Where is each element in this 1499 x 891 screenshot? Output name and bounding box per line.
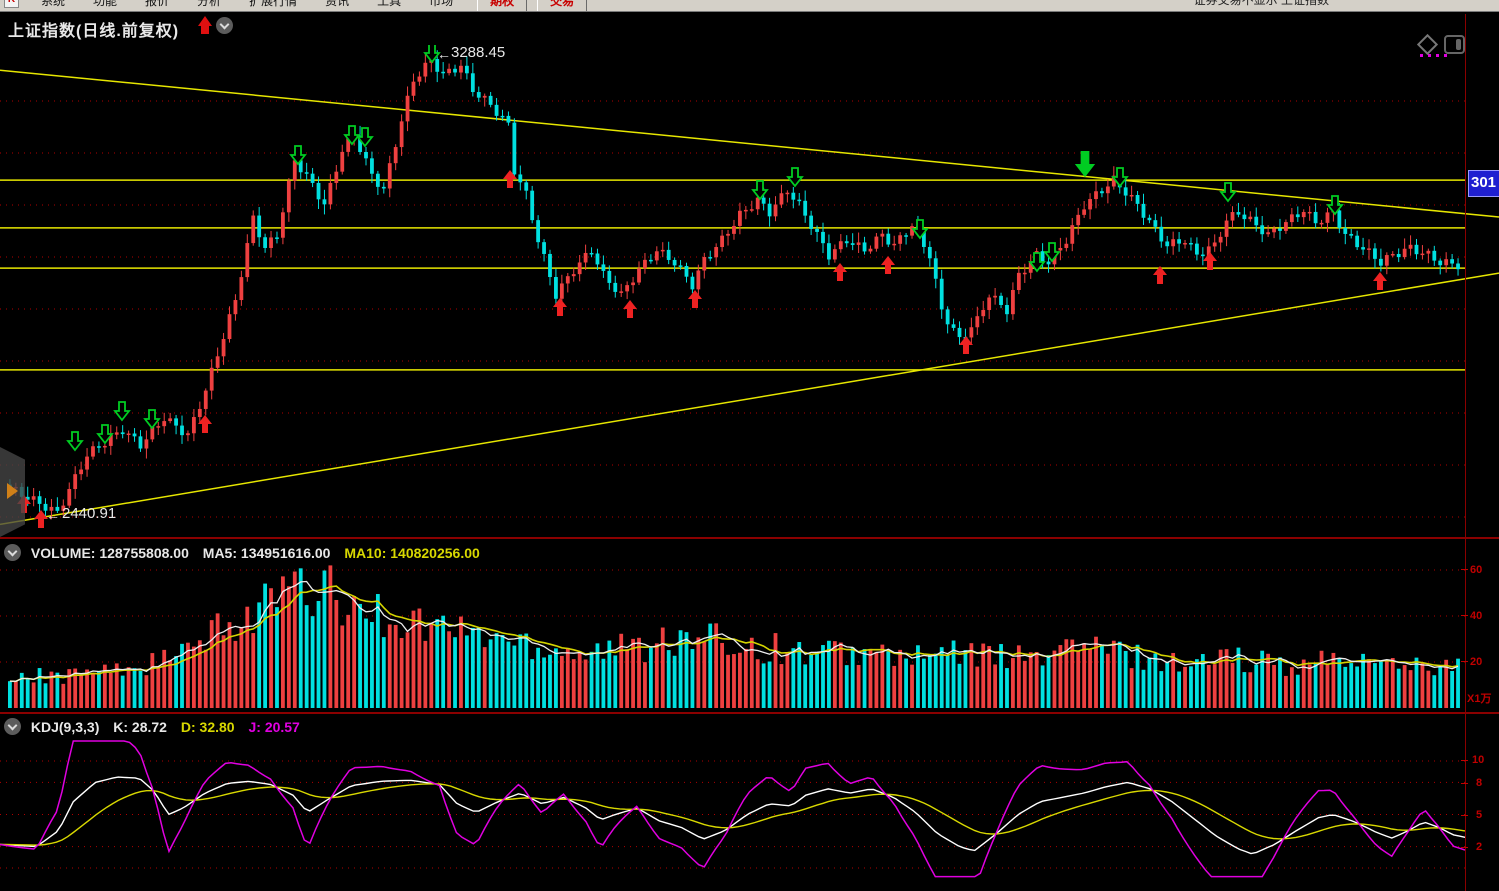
vol-axis-label: 20 [1470,656,1483,668]
menu-status-text: 证券交易不显示 上证指数 [1193,0,1329,7]
menu-item-extended-quotes[interactable]: 扩展行情 [249,0,298,8]
up-trend-arrow-stem-icon [201,25,209,34]
flap-arrow-icon [7,483,18,499]
collapse-main-chart-icon[interactable] [216,17,233,34]
menu-item-function[interactable]: 功能 [93,0,118,8]
low-price-label: 2440.91 [62,505,117,522]
menu-bar: K 系统 功能 报价 分析 扩展行情 资讯 工具 市场 期权 交易 证券交易不显… [0,0,1499,12]
menu-item-tools[interactable]: 工具 [377,0,402,8]
layout-panel-icon[interactable] [1444,35,1465,54]
kdj-axis-label: 2 [1476,841,1483,853]
menu-item-analysis[interactable]: 分析 [197,0,222,8]
right-axis-border [1465,14,1466,891]
up-trend-arrow-icon [198,16,212,26]
kdj-axis-label: 5 [1476,809,1483,821]
high-price-label: 3288.45 [451,44,506,61]
menu-item-system[interactable]: 系统 [41,0,66,8]
trade-button[interactable]: 交易 [537,0,588,11]
main-candlestick-chart-canvas[interactable] [0,45,1499,535]
chart-title: 上证指数(日线.前复权) [8,23,180,40]
kdj-header: KDJ(9,3,3) K: 28.72 D: 32.80 J: 20.57 [0,715,310,737]
menu-item-market[interactable]: 市场 [429,0,454,8]
volume-header: VOLUME: 128755808.00 MA5: 134951616.00 M… [0,541,490,563]
menu-item-news[interactable]: 资讯 [325,0,350,8]
collapse-kdj-icon[interactable] [4,718,21,735]
panel-separator [0,537,1499,539]
volume-unit-label: X1万 [1467,693,1492,705]
low-pointer-icon: ← [46,507,60,523]
vol-axis-label: 60 [1470,564,1483,576]
app-logo-icon: K [4,0,19,8]
volume-chart-canvas[interactable] [0,563,1465,710]
panel-separator [0,712,1499,714]
options-button[interactable]: 期权 [477,0,528,11]
vol-axis-label: 40 [1470,610,1483,622]
magenta-dots-marker [1420,54,1450,58]
kdj-axis-label: 10 [1472,754,1485,766]
menu-item-quotes[interactable]: 报价 [145,0,170,8]
sidebar-flap-toggle[interactable] [0,447,25,537]
high-pointer-icon: ← [437,46,451,62]
right-axis-price-tag: 301 [1468,170,1499,197]
kdj-chart-canvas[interactable] [0,739,1465,891]
kdj-axis-label: 8 [1476,777,1483,789]
chart-header: 上证指数(日线.前复权) [0,13,1499,57]
collapse-volume-icon[interactable] [4,544,21,561]
